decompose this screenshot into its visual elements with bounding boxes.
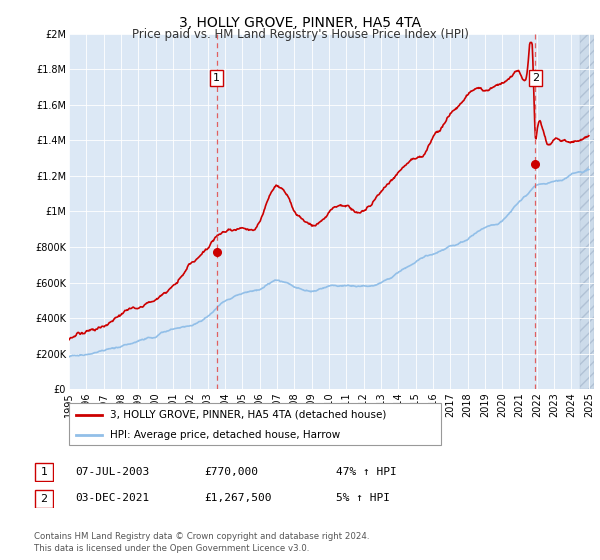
Text: 5% ↑ HPI: 5% ↑ HPI xyxy=(336,493,390,503)
FancyBboxPatch shape xyxy=(69,403,441,445)
Text: 2: 2 xyxy=(41,494,47,503)
Text: 1: 1 xyxy=(41,467,47,477)
Text: HPI: Average price, detached house, Harrow: HPI: Average price, detached house, Harr… xyxy=(110,430,340,440)
Text: 1: 1 xyxy=(213,73,220,83)
FancyBboxPatch shape xyxy=(35,463,53,480)
Text: £770,000: £770,000 xyxy=(204,466,258,477)
Bar xyxy=(580,34,594,389)
Text: Price paid vs. HM Land Registry's House Price Index (HPI): Price paid vs. HM Land Registry's House … xyxy=(131,28,469,41)
Text: 3, HOLLY GROVE, PINNER, HA5 4TA (detached house): 3, HOLLY GROVE, PINNER, HA5 4TA (detache… xyxy=(110,410,386,420)
Text: 2: 2 xyxy=(532,73,539,83)
Text: 3, HOLLY GROVE, PINNER, HA5 4TA: 3, HOLLY GROVE, PINNER, HA5 4TA xyxy=(179,16,421,30)
Text: £1,267,500: £1,267,500 xyxy=(204,493,271,503)
Text: 07-JUL-2003: 07-JUL-2003 xyxy=(75,466,149,477)
Text: 47% ↑ HPI: 47% ↑ HPI xyxy=(336,466,397,477)
Text: 03-DEC-2021: 03-DEC-2021 xyxy=(75,493,149,503)
FancyBboxPatch shape xyxy=(35,490,53,507)
Text: Contains HM Land Registry data © Crown copyright and database right 2024.
This d: Contains HM Land Registry data © Crown c… xyxy=(34,533,370,553)
